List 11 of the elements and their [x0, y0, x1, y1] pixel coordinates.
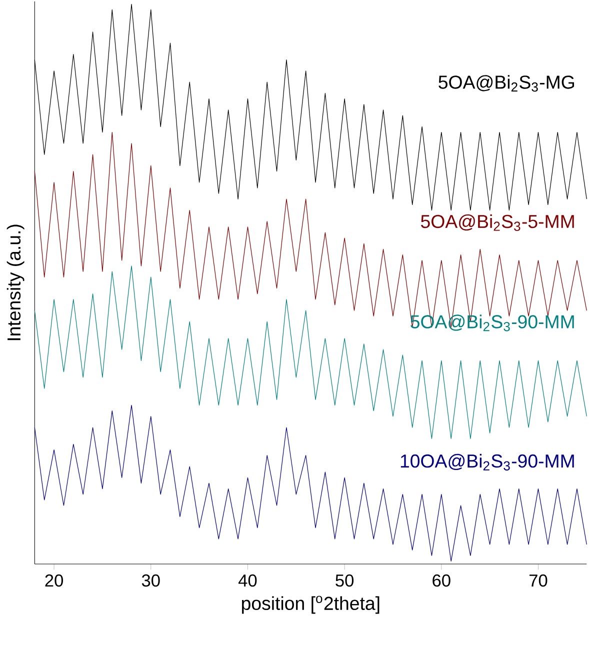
- x-axis-title: position [$^{o}$2theta]: [242, 596, 380, 614]
- x-tick-label: 40: [238, 574, 257, 587]
- text: 5OA@Bi$_{2}$S$_{3}$-MG: [438, 75, 574, 92]
- series-label: 5OA@Bi$_{2}$S$_{3}$-5-MM: [421, 214, 574, 231]
- y-axis-title: Intensity (a.u.): [6, 224, 24, 340]
- x-tick-label: 30: [142, 574, 160, 587]
- x-tick-label: 50: [336, 574, 354, 587]
- x-tick-label: 20: [45, 574, 64, 587]
- x-tick-label: 70: [530, 574, 548, 587]
- x-tick-label: 60: [432, 574, 450, 587]
- series-label: 10OA@Bi$_{2}$S$_{3}$-90-MM: [400, 454, 574, 470]
